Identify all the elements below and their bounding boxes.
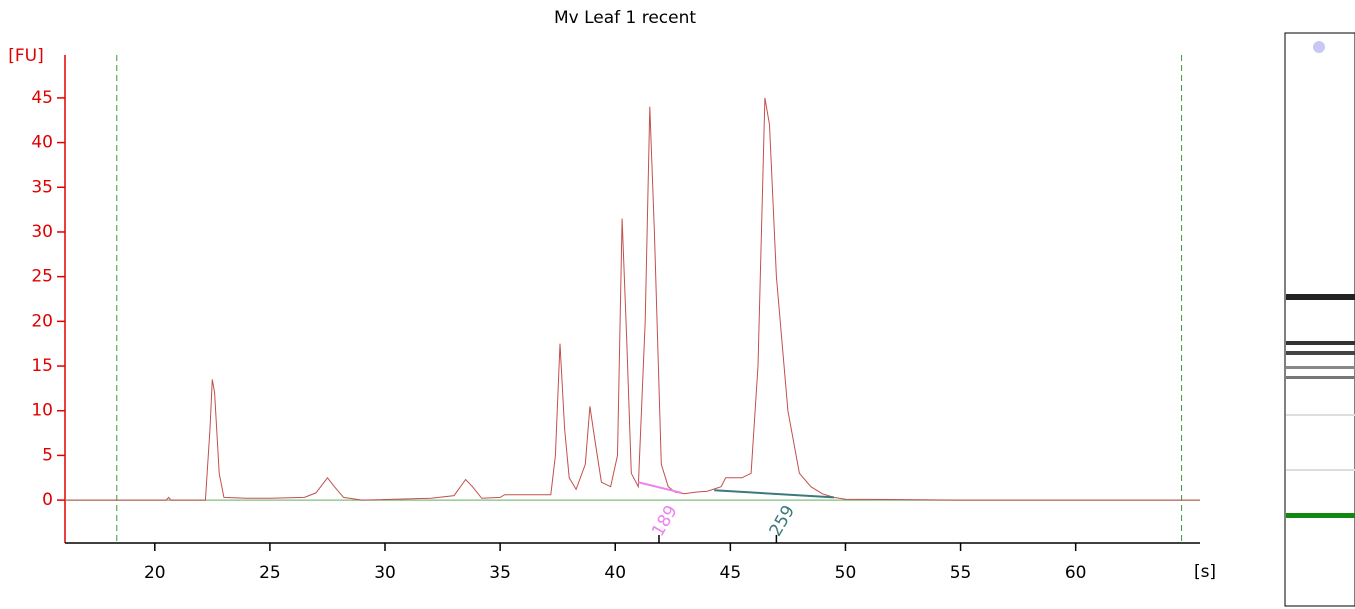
x-tick-label: 20 (144, 563, 166, 583)
gel-lane (1284, 32, 1355, 607)
chart-title: Mv Leaf 1 recent (554, 8, 696, 28)
x-tick-label: 25 (259, 563, 281, 583)
y-tick-label: 25 (31, 267, 53, 287)
x-tick-label: 30 (374, 563, 396, 583)
y-tick-label: 5 (42, 445, 53, 465)
annotation-baseline (638, 481, 683, 494)
annotation-baseline (714, 489, 835, 499)
x-axis-label: [s] (1194, 562, 1216, 582)
trace (65, 97, 1200, 501)
x-tick-label: 50 (835, 563, 857, 583)
x-tick-label: 40 (604, 563, 626, 583)
x-tick-label: 60 (1065, 563, 1087, 583)
x-tick-label: 45 (720, 563, 742, 583)
y-tick-label: 20 (31, 311, 53, 331)
y-tick-label: 45 (31, 88, 53, 108)
y-tick-label: 30 (31, 222, 53, 242)
y-tick-label: 35 (31, 177, 53, 197)
x-tick-label: 35 (489, 563, 511, 583)
y-tick-label: 40 (31, 133, 53, 153)
annotation-label: 259 (766, 502, 800, 540)
y-tick-label: 0 (42, 490, 53, 510)
annotation-label: 189 (648, 502, 682, 540)
y-axis-label: [FU] (8, 46, 44, 66)
y-tick-label: 15 (31, 356, 53, 376)
x-tick-label: 55 (950, 563, 972, 583)
y-tick-label: 10 (31, 401, 53, 421)
